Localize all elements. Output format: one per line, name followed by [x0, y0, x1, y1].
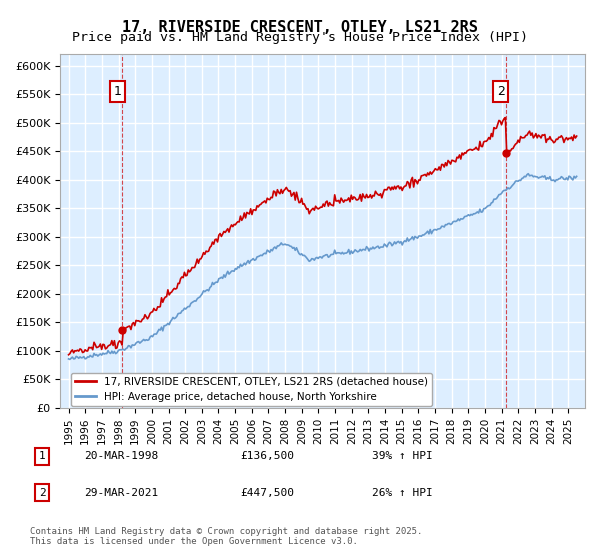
Text: Contains HM Land Registry data © Crown copyright and database right 2025.
This d: Contains HM Land Registry data © Crown c… [30, 526, 422, 546]
Text: 1: 1 [38, 451, 46, 461]
Text: 39% ↑ HPI: 39% ↑ HPI [372, 451, 433, 461]
Text: Price paid vs. HM Land Registry's House Price Index (HPI): Price paid vs. HM Land Registry's House … [72, 31, 528, 44]
Legend: 17, RIVERSIDE CRESCENT, OTLEY, LS21 2RS (detached house), HPI: Average price, de: 17, RIVERSIDE CRESCENT, OTLEY, LS21 2RS … [71, 373, 432, 407]
Text: 20-MAR-1998: 20-MAR-1998 [84, 451, 158, 461]
Text: 17, RIVERSIDE CRESCENT, OTLEY, LS21 2RS: 17, RIVERSIDE CRESCENT, OTLEY, LS21 2RS [122, 20, 478, 35]
Text: 2: 2 [38, 488, 46, 498]
Text: 1: 1 [113, 85, 121, 98]
Text: £447,500: £447,500 [240, 488, 294, 498]
Text: 2: 2 [497, 85, 505, 98]
Text: 29-MAR-2021: 29-MAR-2021 [84, 488, 158, 498]
Text: 26% ↑ HPI: 26% ↑ HPI [372, 488, 433, 498]
Text: £136,500: £136,500 [240, 451, 294, 461]
